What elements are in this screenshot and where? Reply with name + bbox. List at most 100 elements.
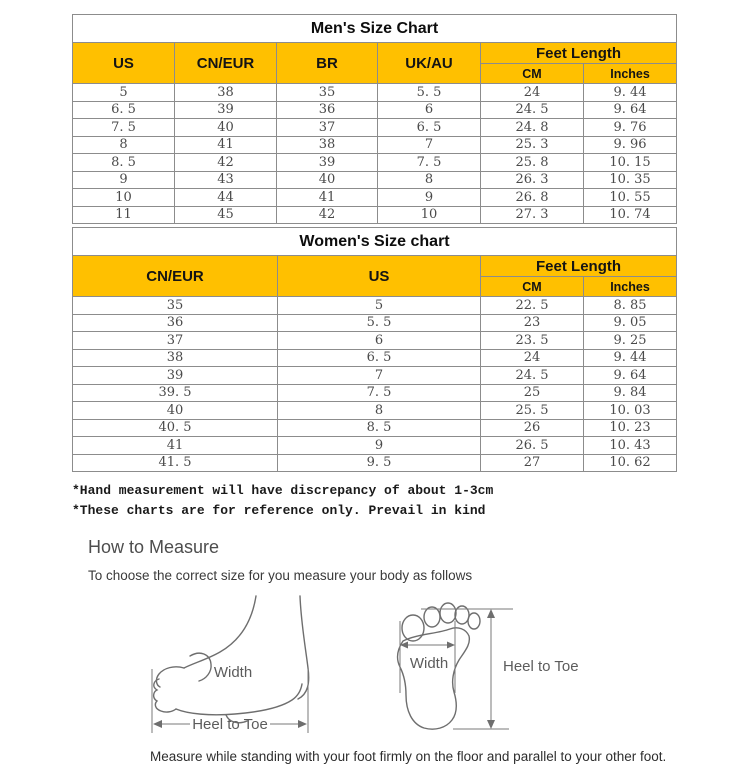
- table-cell: 37: [72, 331, 278, 350]
- table-cell: 9. 25: [582, 331, 678, 350]
- table-header-row: US CN/EUR BR UK/AU Feet Length: [72, 42, 678, 84]
- table-cell: 5: [72, 83, 175, 102]
- table-cell: 25: [480, 383, 584, 402]
- table-cell: 37: [276, 118, 378, 137]
- table-row: 41. 5 9. 5 27 10. 62: [72, 453, 678, 472]
- table-cell: 7: [277, 366, 481, 385]
- table-cell: 10. 23: [582, 418, 678, 437]
- table-cell: 6. 5: [72, 100, 175, 119]
- table-cell: 9. 76: [582, 118, 678, 137]
- measurement-caption: Measure while standing with your foot fi…: [150, 749, 667, 764]
- table-cell: 27. 3: [480, 205, 584, 224]
- table-cell: 10. 55: [582, 188, 678, 207]
- table-cell: 9. 5: [277, 453, 481, 472]
- table-cell: 10. 43: [582, 436, 678, 455]
- table-cell: 23: [480, 313, 584, 332]
- column-header-inches: Inches: [582, 63, 678, 84]
- column-header-cn-eur: CN/EUR: [72, 255, 278, 297]
- table-cell: 39: [174, 100, 277, 119]
- table-row: 11 45 42 10 27. 3 10. 74: [72, 205, 678, 224]
- table-cell: 42: [276, 205, 378, 224]
- table-row: 40. 5 8. 5 26 10. 23: [72, 418, 678, 437]
- column-header-feet-length: Feet Length: [479, 255, 678, 277]
- table-cell: 8. 5: [72, 153, 175, 172]
- table-cell: 24. 8: [480, 118, 584, 137]
- table-row: 37 6 23. 5 9. 25: [72, 331, 678, 350]
- table-subheader-row: CM Inches: [73, 276, 678, 297]
- table-cell: 41. 5: [72, 453, 278, 472]
- table-cell: 10. 35: [582, 170, 678, 189]
- table-cell: 10. 15: [582, 153, 678, 172]
- table-cell: 9. 44: [582, 348, 678, 367]
- column-header-br: BR: [276, 42, 378, 84]
- table-cell: 35: [276, 83, 378, 102]
- table-cell: 9. 44: [582, 83, 678, 102]
- table-cell: 10: [377, 205, 481, 224]
- womens-size-table: Women's Size chart CN/EUR US Feet Length…: [71, 227, 678, 472]
- measurement-diagrams: Heel to Toe Width Width Heel to Toe: [0, 589, 750, 747]
- table-cell: 10. 74: [582, 205, 678, 224]
- table-cell: 9. 64: [582, 100, 678, 119]
- table-cell: 5: [277, 296, 481, 315]
- heel-to-toe-label: Heel to Toe: [503, 658, 579, 675]
- table-cell: 8. 85: [582, 296, 678, 315]
- table-cell: 39. 5: [72, 383, 278, 402]
- column-header-cm: CM: [480, 63, 584, 84]
- table-cell: 27: [480, 453, 584, 472]
- table-cell: 26: [480, 418, 584, 437]
- note-line-1: *Hand measurement will have discrepancy …: [72, 483, 494, 498]
- how-to-measure-heading: How to Measure: [88, 537, 220, 557]
- foot-sole-view-diagram: Width Heel to Toe: [396, 602, 579, 730]
- table-cell: 41: [174, 135, 277, 154]
- table-cell: 23. 5: [480, 331, 584, 350]
- table-cell: 35: [72, 296, 278, 315]
- mens-size-table: Men's Size Chart US CN/EUR BR UK/AU Feet…: [71, 14, 678, 224]
- table-cell: 44: [174, 188, 277, 207]
- column-header-us: US: [72, 42, 175, 84]
- table-cell: 9. 84: [582, 383, 678, 402]
- table-cell: 7: [377, 135, 481, 154]
- table-cell: 11: [72, 205, 175, 224]
- table-row: 38 6. 5 24 9. 44: [72, 348, 678, 367]
- table-cell: 24: [480, 83, 584, 102]
- table-title-row: Women's Size chart: [71, 227, 678, 256]
- column-header-us: US: [277, 255, 481, 297]
- table-cell: 38: [174, 83, 277, 102]
- table-cell: 5. 5: [277, 313, 481, 332]
- table-subheader-row: CM Inches: [73, 63, 678, 84]
- table-cell: 10. 62: [582, 453, 678, 472]
- table-cell: 9: [72, 170, 175, 189]
- table-cell: 40: [174, 118, 277, 137]
- table-cell: 43: [174, 170, 277, 189]
- table-cell: 6. 5: [277, 348, 481, 367]
- table-row: 39 7 24. 5 9. 64: [72, 366, 678, 385]
- table-cell: 45: [174, 205, 277, 224]
- table-cell: 8: [72, 135, 175, 154]
- table-cell: 26. 8: [480, 188, 584, 207]
- table-cell: 41: [72, 436, 278, 455]
- table-row: 7. 5 40 37 6. 5 24. 8 9. 76: [72, 118, 678, 137]
- table-cell: 38: [72, 348, 278, 367]
- table-cell: 25. 8: [480, 153, 584, 172]
- table-row: 8 41 38 7 25. 3 9. 96: [72, 135, 678, 154]
- table-cell: 7. 5: [377, 153, 481, 172]
- table-row: 6. 5 39 36 6 24. 5 9. 64: [72, 100, 678, 119]
- table-cell: 6: [277, 331, 481, 350]
- table-cell: 38: [276, 135, 378, 154]
- table-cell: 41: [276, 188, 378, 207]
- table-cell: 40: [72, 401, 278, 420]
- table-row: 36 5. 5 23 9. 05: [72, 313, 678, 332]
- table-cell: 40. 5: [72, 418, 278, 437]
- table-cell: 10. 03: [582, 401, 678, 420]
- table-cell: 9: [377, 188, 481, 207]
- table-row: 39. 5 7. 5 25 9. 84: [72, 383, 678, 402]
- table-cell: 8: [277, 401, 481, 420]
- table-row: 40 8 25. 5 10. 03: [72, 401, 678, 420]
- column-header-cm: CM: [480, 276, 584, 297]
- table-row: 8. 5 42 39 7. 5 25. 8 10. 15: [72, 153, 678, 172]
- table-cell: 6: [377, 100, 481, 119]
- table-cell: 40: [276, 170, 378, 189]
- table-cell: 8. 5: [277, 418, 481, 437]
- width-label: Width: [214, 664, 252, 681]
- table-cell: 42: [174, 153, 277, 172]
